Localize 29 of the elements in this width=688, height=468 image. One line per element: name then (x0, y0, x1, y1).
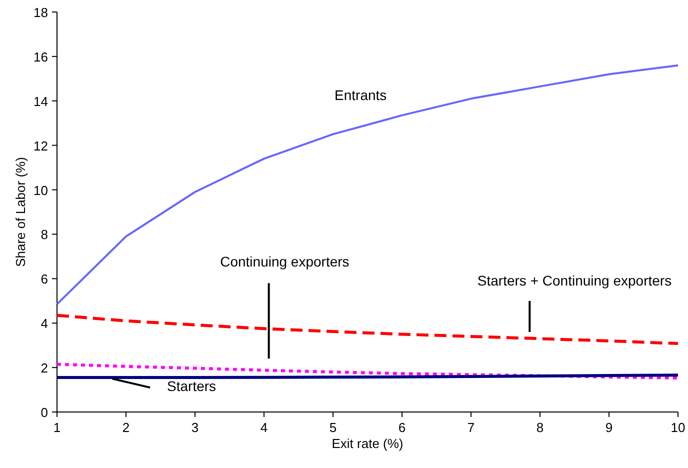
x-tick-label: 1 (53, 420, 61, 435)
line-series (56, 314, 680, 346)
y-tick-label: 6 (40, 272, 48, 287)
y-tick-label: 4 (40, 316, 48, 332)
text: Continuing exporters (220, 253, 350, 270)
series-label: Starters (167, 378, 216, 394)
y-tick-label: 0 (40, 405, 48, 420)
x-tick-label: 5 (329, 420, 337, 435)
x-tick-label: 3 (191, 420, 199, 435)
line-series (56, 64, 679, 306)
y-tick-label: 12 (34, 138, 48, 154)
x-tick-label: 2 (122, 420, 130, 435)
y-tick-label: 10 (34, 182, 48, 198)
line-series (56, 362, 680, 380)
x-tick-label: 4 (260, 420, 268, 435)
y-tick-label: 14 (34, 94, 48, 109)
x-tick-label: 9 (605, 420, 613, 435)
y-tick-label: 16 (34, 49, 48, 64)
y-axis-title: Share of Labor (%) (13, 157, 28, 267)
series-label: Entrants (334, 86, 387, 103)
x-tick-label: 7 (467, 420, 475, 435)
y-tick-label: 18 (34, 5, 48, 20)
x-tick-label: 8 (536, 420, 544, 435)
x-tick-label: 6 (398, 420, 406, 435)
y-tick-label: 8 (40, 227, 48, 242)
y-tick-label: 2 (40, 360, 48, 376)
x-axis-title: Exit rate (%) (332, 436, 404, 451)
text: Starters + Continuing exporters (477, 272, 672, 288)
x-tick-label: 10 (670, 420, 686, 435)
